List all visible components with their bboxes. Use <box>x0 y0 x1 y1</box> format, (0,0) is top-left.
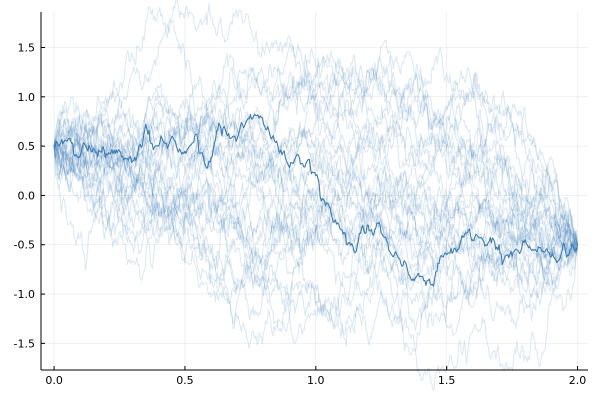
bridge-path-11 <box>53 144 578 391</box>
x-tick-label-1: 0.5 <box>176 374 194 387</box>
grid-lines <box>41 12 588 370</box>
bridge-path-0 <box>53 111 578 277</box>
bridge-path-4 <box>53 19 578 294</box>
bridge-path-28 <box>53 134 578 310</box>
y-tick-label-4: 0.5 <box>18 140 36 153</box>
bridge-path-27 <box>53 130 578 348</box>
x-tick-label-3: 1.5 <box>438 374 456 387</box>
bridge-paths <box>53 0 578 391</box>
axes <box>40 12 588 371</box>
highlight-bridge-path <box>53 113 578 287</box>
y-tick-labels: -1.5 -1.0 -0.5 0.0 0.5 1.0 1.5 <box>14 42 35 351</box>
highlighted-path <box>53 113 578 287</box>
bridge-path-29 <box>53 109 578 274</box>
bridge-path-23 <box>53 53 578 245</box>
bridge-path-18 <box>53 129 578 294</box>
y-tick-label-1: -1.0 <box>14 288 35 301</box>
bridge-path-1 <box>53 126 578 290</box>
y-tick-label-2: -0.5 <box>14 239 35 252</box>
bridge-path-25 <box>53 62 578 249</box>
bridge-path-16 <box>53 117 578 287</box>
x-tick-labels: 0.0 0.5 1.0 1.5 2.0 <box>45 374 586 387</box>
bridge-path-6 <box>53 83 578 271</box>
x-tick-label-4: 2.0 <box>569 374 587 387</box>
bridge-path-20 <box>53 133 578 329</box>
y-tick-label-3: 0.0 <box>18 189 36 202</box>
x-tick-label-0: 0.0 <box>45 374 63 387</box>
bridge-path-2 <box>53 88 578 256</box>
y-tick-label-6: 1.5 <box>18 42 36 55</box>
bridge-path-3 <box>53 107 578 356</box>
bridge-path-10 <box>53 144 578 329</box>
bridge-path-12 <box>53 53 578 250</box>
y-tick-label-0: -1.5 <box>14 337 35 350</box>
bridge-path-7 <box>53 143 578 295</box>
bridge-path-21 <box>53 114 578 305</box>
bridge-path-5 <box>53 39 578 272</box>
bridge-path-15 <box>53 108 578 330</box>
bridge-path-19 <box>53 126 578 312</box>
bridge-path-13 <box>53 42 578 274</box>
bridge-path-14 <box>53 90 578 261</box>
bridge-path-9 <box>53 66 578 333</box>
y-tick-label-5: 1.0 <box>18 91 36 104</box>
bridge-path-22 <box>53 50 578 266</box>
bridge-path-8 <box>53 90 578 269</box>
bridge-path-24 <box>53 124 578 266</box>
bridge-path-17 <box>53 0 578 246</box>
x-tick-label-2: 1.0 <box>307 374 325 387</box>
bridge-path-26 <box>53 75 578 258</box>
